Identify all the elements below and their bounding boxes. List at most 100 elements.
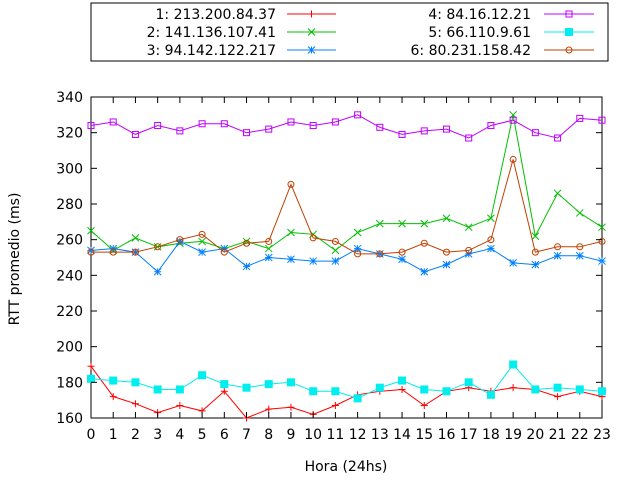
data-point [398,376,407,385]
data-point [464,223,473,232]
data-point [242,383,251,392]
data-point [264,253,273,262]
y-axis-label: RTT promedio (ms) [7,193,23,326]
series-6 [87,155,606,258]
data-point [375,219,384,228]
y-tick-label: 340 [56,90,83,106]
legend-marker [565,28,573,36]
legend-label: 6: 80.231.158.42 [411,43,532,59]
data-point [264,244,273,253]
legend-label: 1: 213.200.84.37 [156,7,277,23]
x-tick-label: 4 [175,427,184,443]
data-point [309,387,318,396]
data-point [220,387,228,395]
legend-marker [565,10,573,18]
plot-border [90,96,603,419]
data-point [487,236,495,244]
data-point [420,239,428,247]
series-4-line [90,114,603,139]
data-point [176,127,184,135]
data-point [376,123,384,131]
data-point [531,232,540,240]
data-point [398,130,406,138]
x-tick-label: 13 [371,427,389,443]
data-point [87,374,95,383]
data-point [87,248,95,256]
data-point [331,257,340,265]
data-point [309,234,317,242]
data-point [353,228,362,237]
x-tick-label: 2 [131,427,140,443]
data-point [420,267,429,276]
data-point [398,219,406,228]
data-point [198,371,207,380]
legend-marker [565,46,573,54]
data-point [442,214,451,223]
series-4 [87,111,606,142]
data-point [575,251,584,260]
data-point [553,189,562,198]
data-point [287,403,295,411]
data-point [131,248,139,256]
x-tick-label: 17 [460,427,478,443]
data-point [175,385,184,394]
data-point [242,262,251,271]
y-tick-label: 160 [56,411,83,427]
data-point [109,118,117,126]
data-point [575,385,584,394]
series-3 [87,237,606,276]
data-point [464,378,473,387]
data-point [598,223,606,232]
data-point [131,378,140,387]
data-point [131,400,139,408]
data-point [87,362,95,370]
data-point [331,387,340,396]
x-tick-label: 18 [482,427,500,443]
data-point [176,236,184,244]
data-point [509,155,517,163]
x-tick-label: 22 [571,427,589,443]
y-tick-label: 280 [56,197,83,213]
series-5 [87,360,606,403]
data-point [198,237,206,246]
data-point [131,130,139,138]
data-point [465,246,473,254]
data-point [331,118,339,126]
x-tick-label: 20 [526,427,544,443]
data-point [87,122,95,130]
series-2 [87,110,606,255]
x-tick-label: 12 [349,427,367,443]
data-point [265,237,273,245]
data-point [509,360,518,369]
data-point [353,394,362,403]
data-point [265,405,273,413]
chart-legend: 1: 213.200.84.37 2: 141.136.107.41 3: 94.1… [90,2,609,62]
data-point [554,243,562,251]
y-tick-label: 180 [56,375,83,391]
x-tick-label: 10 [304,427,322,443]
data-point [398,385,406,393]
data-point [465,134,473,142]
x-tick-label: 21 [549,427,567,443]
data-point [442,260,451,269]
series-1 [87,362,606,422]
data-point [531,260,540,269]
data-point [420,385,429,394]
data-point [598,257,606,265]
data-point [531,129,539,137]
series-5-line [90,363,603,399]
data-point [509,258,517,267]
data-point [153,385,162,394]
data-point [420,219,429,228]
data-point [576,243,584,251]
x-tick-label: 11 [326,427,344,443]
y-tick-label: 260 [56,233,83,249]
legend-label: 5: 66.110.9.61 [428,25,531,41]
data-point [109,393,117,401]
data-point [509,116,517,124]
series-6-line [91,159,603,255]
data-point [287,118,295,126]
data-point [420,402,428,410]
y-tick-label: 320 [56,126,83,142]
